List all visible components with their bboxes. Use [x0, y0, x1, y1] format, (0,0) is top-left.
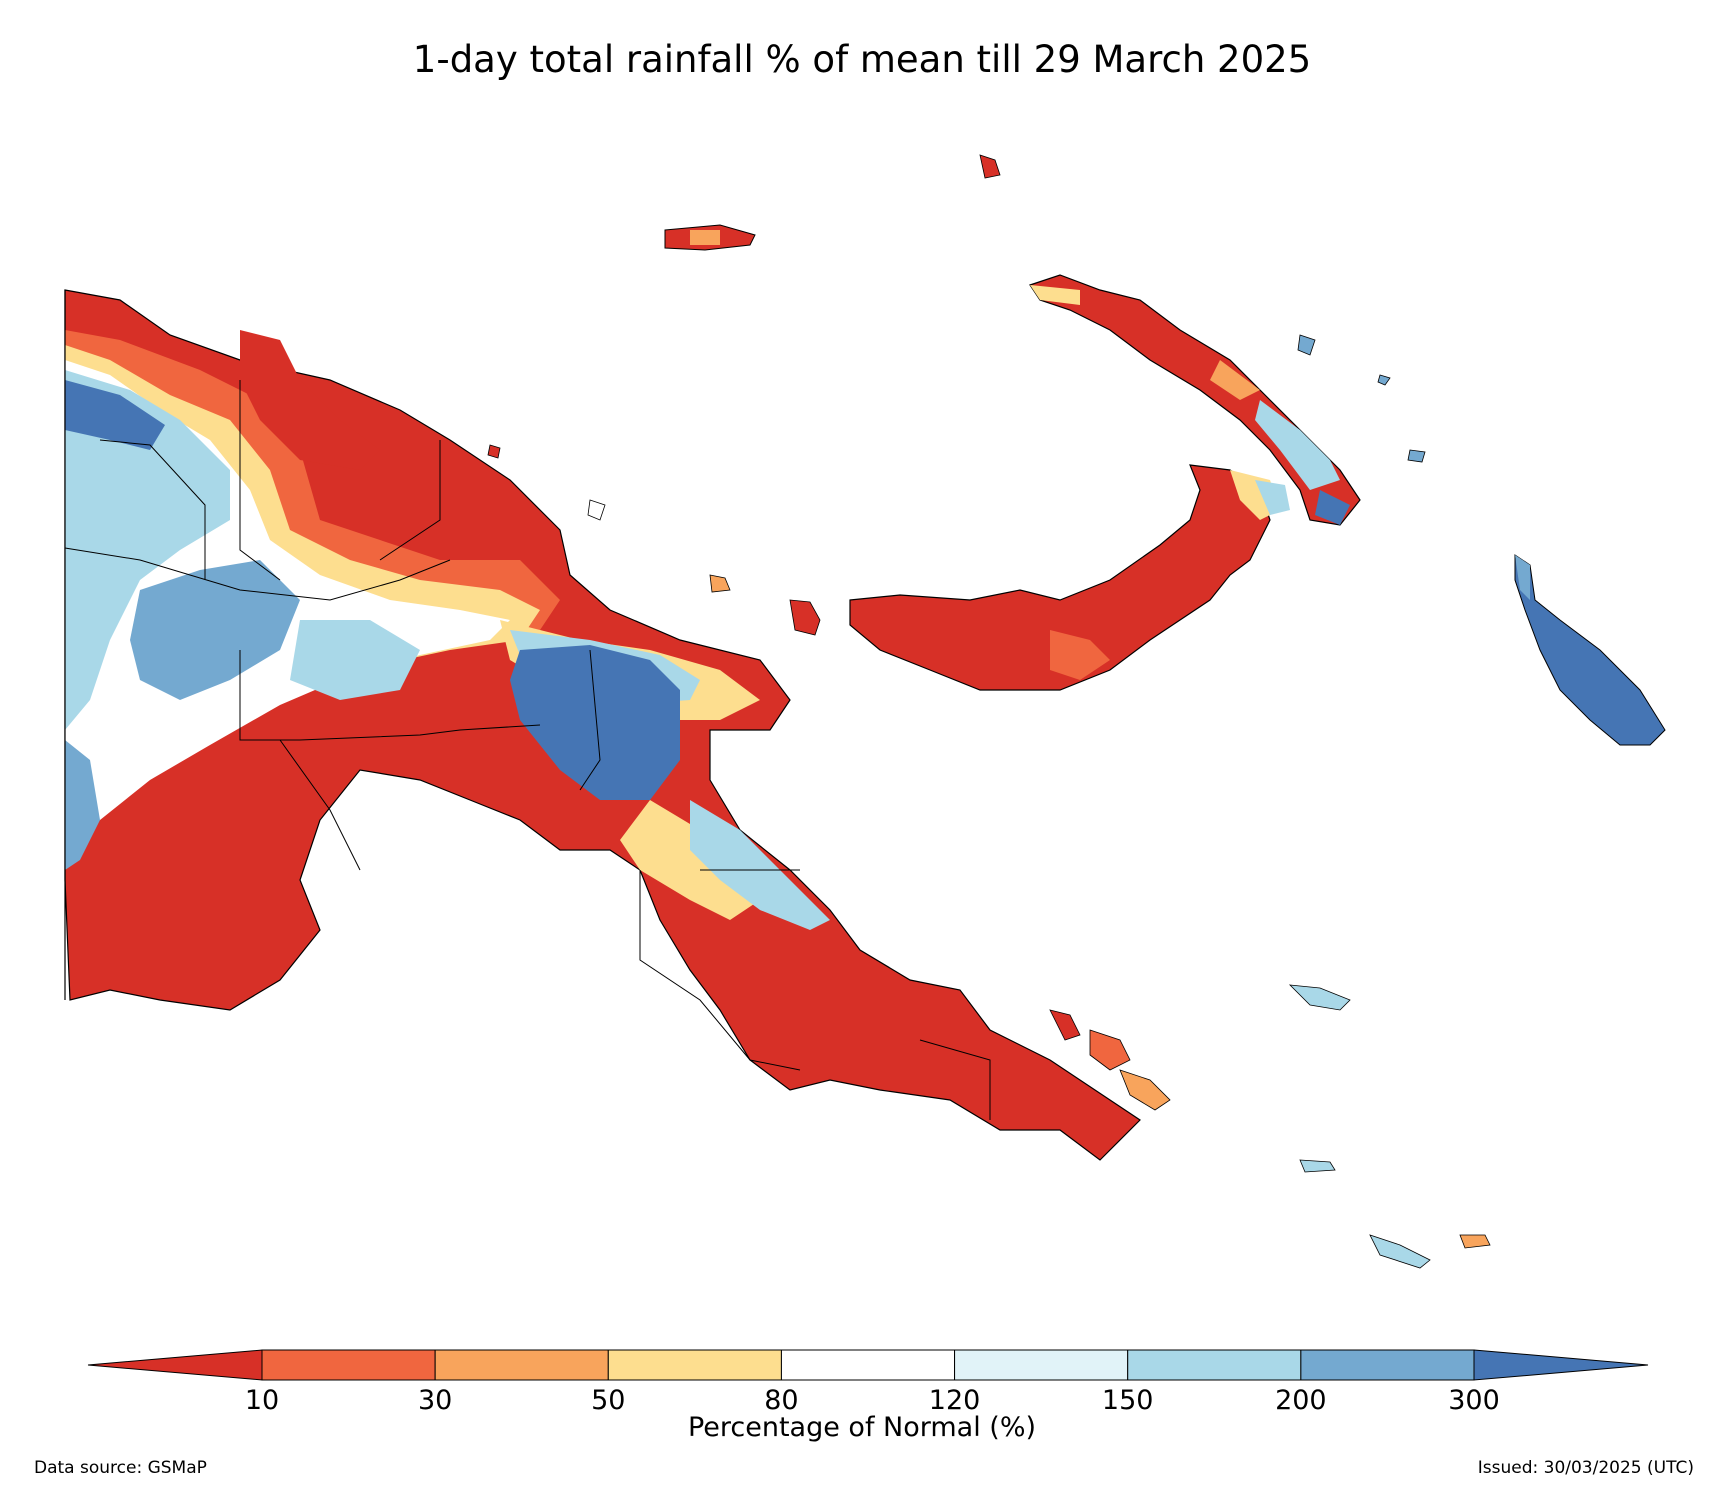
- issued-date: Issued: 30/03/2025 (UTC): [1477, 1458, 1694, 1478]
- new-ireland: [1029, 274, 1361, 526]
- manus-patch: [690, 230, 720, 245]
- colorbar-tick-label: 300: [1448, 1385, 1500, 1416]
- colorbar-tick-label: 120: [928, 1385, 981, 1416]
- map-title: 1-day total rainfall % of mean till 29 M…: [412, 38, 1312, 81]
- colorbar-segment: [607, 1349, 782, 1381]
- colorbar-segment: [1127, 1349, 1302, 1381]
- colorbar-extend-high: [1473, 1349, 1649, 1381]
- colorbar-tick-label: 30: [417, 1385, 453, 1416]
- colorbar-extend-low: [87, 1349, 263, 1381]
- data-source: Data source: GSMaP: [34, 1458, 207, 1478]
- rainfall-patches: [65, 330, 830, 930]
- colorbar-tick-label: 10: [244, 1385, 280, 1416]
- colorbar-segment: [434, 1349, 609, 1381]
- bougainville: [1514, 554, 1666, 746]
- colorbar-segment: [954, 1349, 1129, 1381]
- colorbar-tick-label: 50: [591, 1385, 626, 1416]
- colorbar-segment: [1300, 1349, 1475, 1381]
- province-borders: [64, 380, 991, 1120]
- colorbar-tick-label: 200: [1275, 1385, 1327, 1416]
- colorbar-segment: [780, 1349, 956, 1381]
- new-britain: [849, 464, 1290, 691]
- colorbar-title: Percentage of Normal (%): [687, 1412, 1037, 1443]
- colorbar-tick-label: 80: [764, 1385, 799, 1416]
- colorbar-segment: [261, 1349, 436, 1381]
- small-islands: [487, 154, 1491, 1269]
- colorbar-tick-label: 150: [1101, 1385, 1154, 1416]
